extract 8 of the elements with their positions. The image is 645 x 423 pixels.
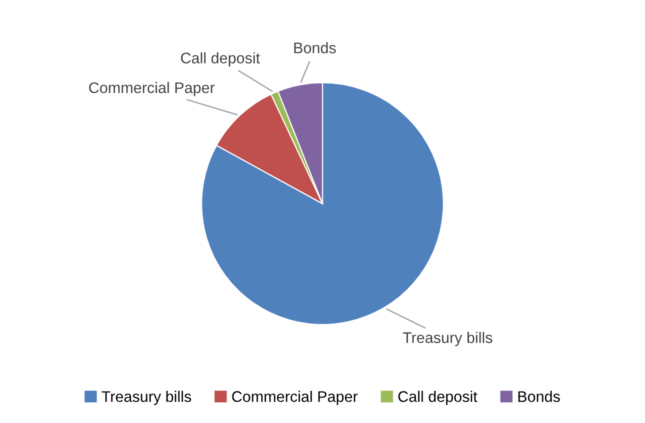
slice-label: Bonds <box>294 42 336 54</box>
slice-label: Commercial Paper <box>89 82 215 96</box>
legend-label: Call deposit <box>398 390 478 406</box>
legend-label: Bonds <box>518 390 560 402</box>
legend-label: Treasury bills <box>102 390 192 406</box>
slice-label: Treasury bills <box>402 332 492 346</box>
slice-label: Call deposit <box>181 52 260 66</box>
legend-label: Commercial Paper <box>232 390 358 406</box>
